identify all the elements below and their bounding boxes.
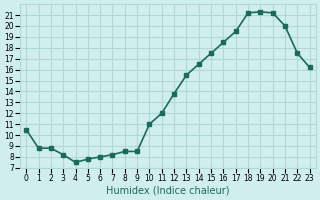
X-axis label: Humidex (Indice chaleur): Humidex (Indice chaleur) <box>106 186 230 196</box>
